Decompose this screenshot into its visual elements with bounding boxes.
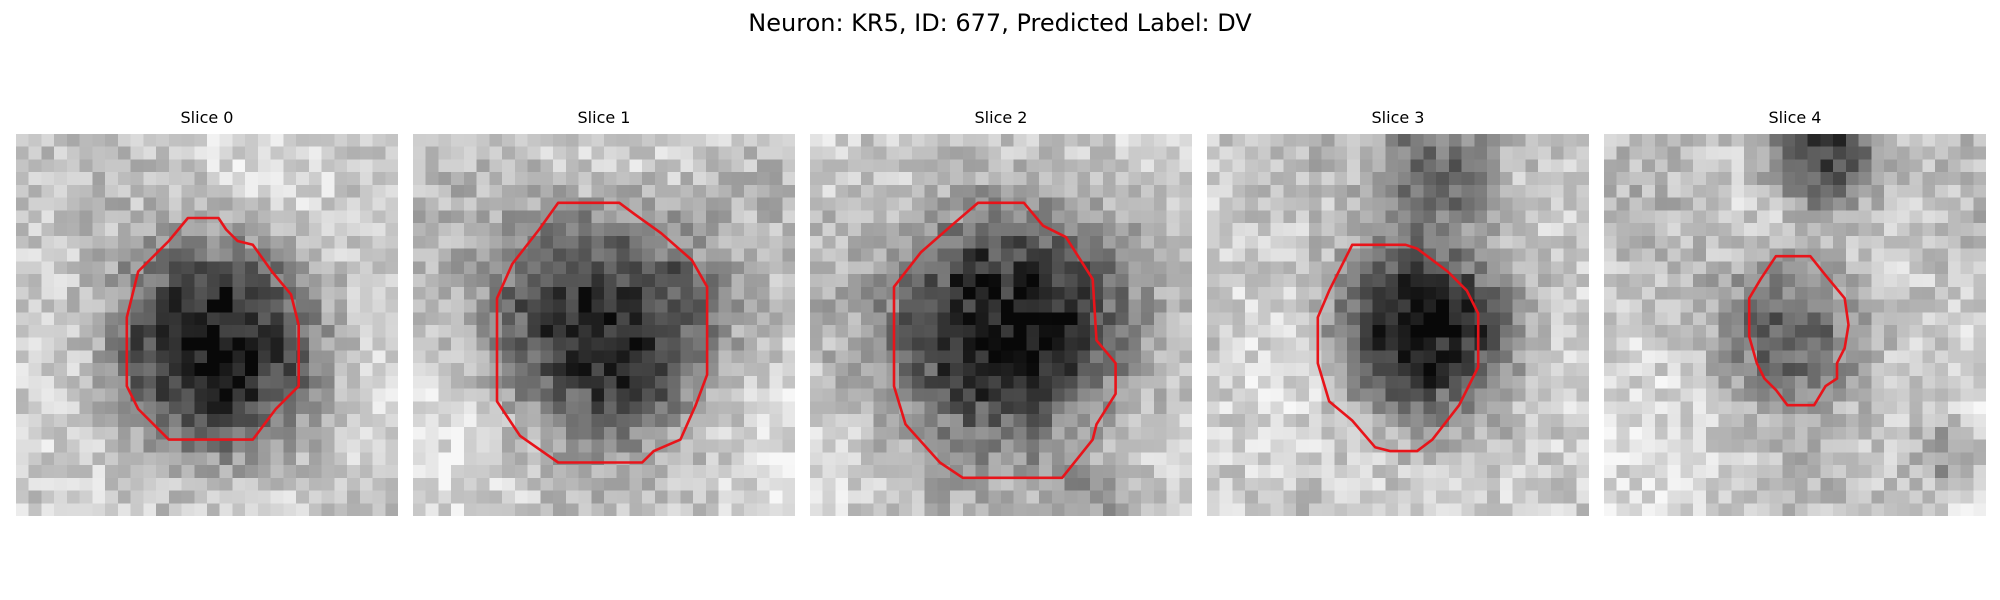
slice-title: Slice 1 bbox=[577, 108, 631, 127]
slice-title: Slice 3 bbox=[1371, 108, 1425, 127]
figure-title: Neuron: KR5, ID: 677, Predicted Label: D… bbox=[748, 9, 1252, 37]
slice-image bbox=[413, 134, 795, 516]
slice-title: Slice 0 bbox=[180, 108, 234, 127]
cell-contour bbox=[125, 216, 301, 441]
slice-image bbox=[16, 134, 398, 516]
slice-title: Slice 4 bbox=[1768, 108, 1822, 127]
slice-image bbox=[1604, 134, 1986, 516]
cell-contour bbox=[1316, 243, 1480, 453]
cell-contour bbox=[495, 201, 709, 464]
slice-title: Slice 2 bbox=[974, 108, 1028, 127]
cell-contour bbox=[1747, 254, 1850, 407]
cell-contour bbox=[892, 201, 1117, 480]
slice-image bbox=[810, 134, 1192, 516]
